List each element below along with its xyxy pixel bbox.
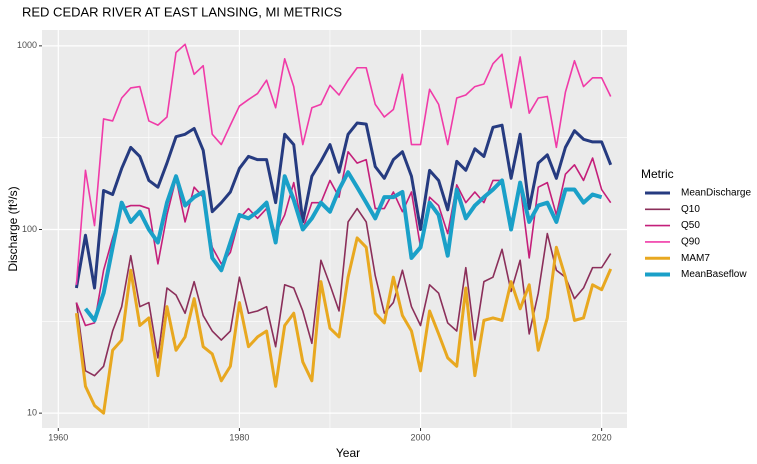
series-line	[74, 236, 613, 415]
x-tick-label: 1960	[48, 432, 68, 442]
chart-title: RED CEDAR RIVER AT EAST LANSING, MI METR…	[22, 4, 342, 19]
x-tick-label: 2020	[592, 432, 612, 442]
lines	[74, 43, 613, 415]
series-line	[83, 170, 603, 323]
series-line	[75, 207, 612, 377]
y-tick-label: 100	[22, 224, 37, 234]
legend-title: Metric	[641, 167, 674, 181]
legend-label: MeanBaseflow	[681, 269, 747, 280]
legend-label: MeanDischarge	[681, 188, 751, 199]
x-tick-label: 2000	[411, 432, 431, 442]
y-axis-title: Discharge (ft³/s)	[6, 186, 20, 271]
legend-label: MAM7	[681, 253, 710, 264]
y-tick-label: 10	[27, 408, 37, 418]
x-axis-title: Year	[336, 446, 360, 460]
legend-label: Q10	[681, 204, 700, 215]
series-line	[75, 43, 612, 285]
x-tick-label: 1980	[229, 432, 249, 442]
legend-label: Q50	[681, 220, 700, 231]
y-tick-label: 1000	[17, 40, 37, 50]
series-line	[74, 121, 613, 290]
legend-label: Q90	[681, 237, 700, 248]
legend: MeanDischarge Q10 Q50 Q90 MAM7 MeanBaseflow	[645, 188, 751, 280]
